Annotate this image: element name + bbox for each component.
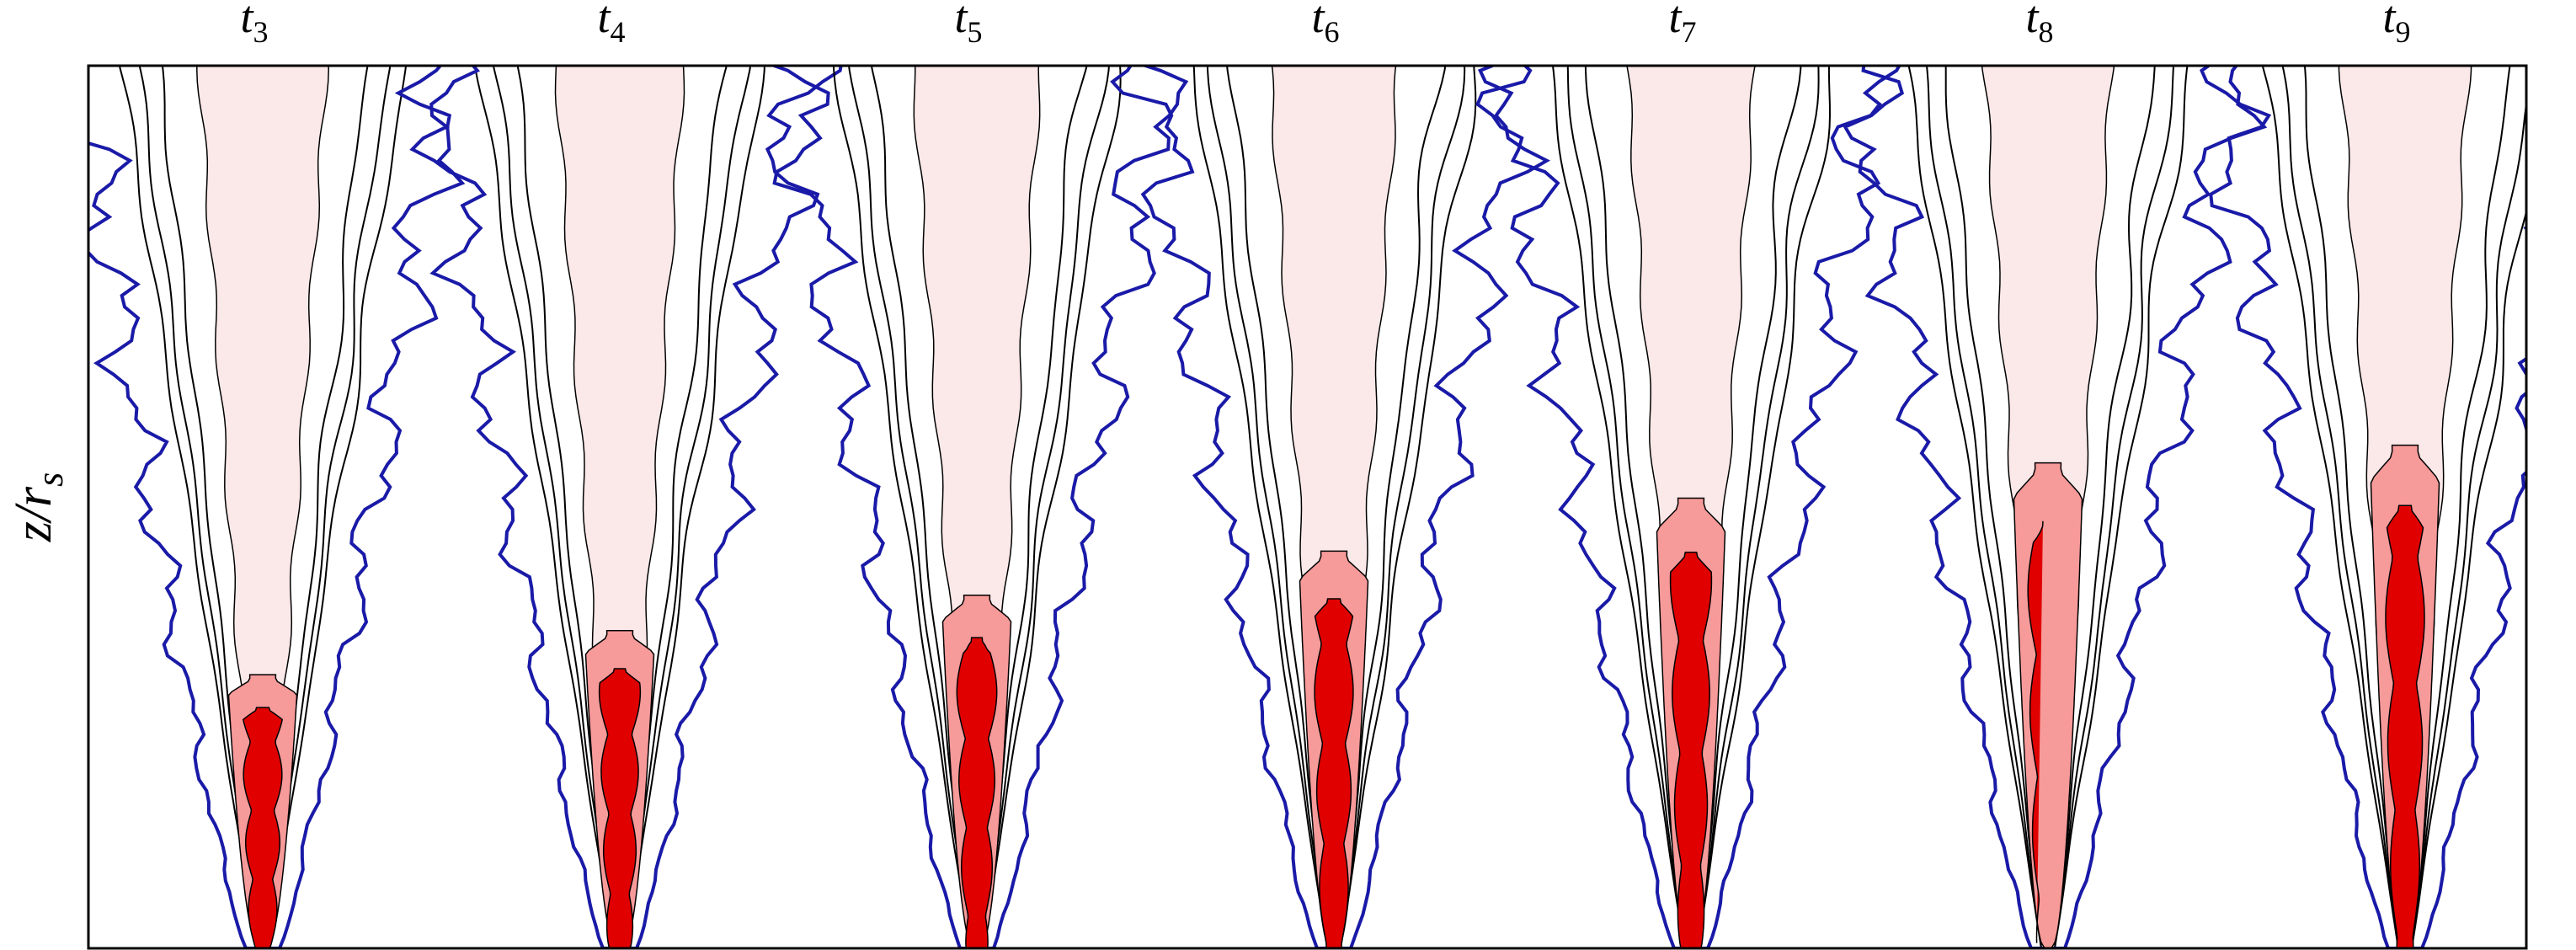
y-label-subscript: s bbox=[29, 472, 71, 487]
panel bbox=[1475, 66, 1901, 948]
contour-line bbox=[1206, 66, 1466, 948]
blue-contour bbox=[88, 66, 466, 948]
panel-title: t4 bbox=[597, 0, 625, 49]
contour-line bbox=[1192, 66, 1477, 948]
panel-titles: t3 t4 t5 t6 t7 t8 t9 bbox=[240, 0, 2410, 49]
y-axis-label: z/rs bbox=[5, 472, 71, 543]
contour-line bbox=[1566, 66, 1820, 948]
red-region bbox=[2385, 504, 2425, 948]
panel-title-subscript: 7 bbox=[1682, 15, 1697, 49]
panel bbox=[1110, 66, 1550, 948]
panel-title-t: t bbox=[240, 0, 254, 42]
panel-title-t: t bbox=[2382, 0, 2397, 42]
panel-title: t8 bbox=[2025, 0, 2053, 49]
contour-line bbox=[161, 66, 369, 948]
panel bbox=[769, 66, 1189, 948]
red-region bbox=[2027, 520, 2044, 943]
panel-title: t9 bbox=[2382, 0, 2410, 49]
contour-line bbox=[1944, 66, 2156, 948]
core-region bbox=[196, 66, 329, 948]
contour-line bbox=[1551, 66, 1832, 948]
blue-contour bbox=[1475, 66, 1901, 948]
contour-line bbox=[138, 66, 392, 948]
panel-title-t: t bbox=[1668, 0, 1683, 42]
panel-title-t: t bbox=[1311, 0, 1325, 42]
panel-title: t5 bbox=[954, 0, 982, 49]
panel-title-subscript: 6 bbox=[1325, 15, 1340, 49]
panel bbox=[2200, 66, 2526, 948]
contour-line bbox=[1226, 66, 1447, 948]
contour-line bbox=[474, 66, 765, 948]
contour-line bbox=[848, 66, 1110, 948]
panel-title: t6 bbox=[1311, 0, 1339, 49]
contour-line bbox=[516, 66, 728, 948]
contour-line bbox=[1584, 66, 1802, 948]
blue-contour bbox=[769, 66, 1189, 948]
blue-contour bbox=[1110, 66, 1550, 948]
contour-line bbox=[2303, 66, 2511, 948]
contour-line bbox=[492, 66, 752, 948]
contour-plots bbox=[88, 66, 2526, 948]
panel-title-subscript: 8 bbox=[2039, 15, 2054, 49]
red-region bbox=[242, 707, 284, 948]
panel-title-subscript: 5 bbox=[968, 15, 983, 49]
contour-line bbox=[870, 66, 1088, 948]
frame bbox=[87, 64, 2528, 950]
panel-title: t7 bbox=[1668, 0, 1696, 49]
blue-contour bbox=[409, 66, 843, 948]
contour-line bbox=[118, 66, 408, 948]
red-region bbox=[1314, 598, 1354, 948]
panel-title-t: t bbox=[954, 0, 968, 42]
panel bbox=[88, 66, 466, 948]
contour-line bbox=[1907, 66, 2189, 948]
panel-title-subscript: 3 bbox=[253, 15, 269, 49]
panel bbox=[409, 66, 843, 948]
blue-contour bbox=[2200, 66, 2526, 948]
core-region bbox=[1271, 66, 1397, 948]
contour-line bbox=[1925, 66, 2175, 948]
panel bbox=[1843, 66, 2268, 948]
salmon-region bbox=[2013, 462, 2083, 948]
blue-contour bbox=[1843, 66, 2268, 948]
panel-title: t3 bbox=[240, 0, 268, 49]
contour-line bbox=[2281, 66, 2526, 948]
panel-title-subscript: 9 bbox=[2396, 15, 2411, 49]
red-region bbox=[1669, 551, 1713, 948]
panel-title-t: t bbox=[2025, 0, 2040, 42]
panel-title-t: t bbox=[597, 0, 611, 42]
red-region bbox=[956, 637, 998, 948]
panel-title-subscript: 4 bbox=[611, 15, 626, 49]
y-label-text: z/r bbox=[5, 486, 62, 542]
core-region bbox=[913, 66, 1041, 948]
core-region bbox=[554, 66, 685, 948]
contour-line bbox=[832, 66, 1122, 948]
red-region bbox=[598, 668, 642, 948]
contour-line bbox=[2261, 66, 2526, 948]
